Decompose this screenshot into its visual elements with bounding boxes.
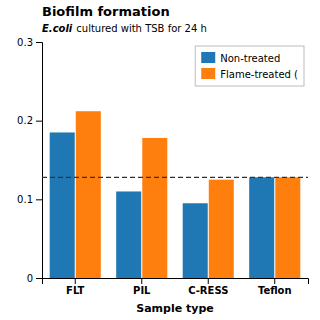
tick-mark — [36, 121, 42, 122]
bar — [76, 111, 101, 278]
tick-label: Teflon — [258, 285, 292, 296]
annotation-part: E.coli — [42, 23, 73, 34]
legend-swatch — [201, 52, 215, 63]
x-tick: PIL — [133, 278, 151, 296]
legend-frame — [195, 46, 304, 86]
tick-mark — [75, 278, 76, 284]
tick-label: 0.3 — [17, 37, 33, 48]
legend-item: Flame-treated ( — [201, 68, 298, 80]
annotation: E.colicultured with TSB for 24 h — [42, 23, 207, 34]
tick-label: 0.2 — [17, 115, 33, 126]
tick-mark — [36, 42, 42, 43]
bar — [249, 177, 274, 278]
axis-line — [36, 43, 43, 279]
tick-label: 0 — [27, 273, 33, 284]
x-tick: Teflon — [258, 278, 292, 296]
bar — [183, 203, 208, 278]
tick-mark — [141, 278, 142, 284]
tick-label: FLT — [66, 285, 85, 296]
series — [76, 111, 301, 278]
y-tick: 0.3 — [17, 37, 42, 48]
bar — [142, 138, 167, 278]
title: Biofilm formation — [42, 4, 170, 19]
y-tick: 0.1 — [17, 194, 42, 205]
y-tick: 0.2 — [17, 115, 42, 126]
x-axis: FLT PIL C-RESS Teflon — [43, 278, 309, 296]
x-tick: C-RESS — [188, 278, 228, 296]
x-axis-title: Sample type — [136, 302, 214, 315]
tick-label: PIL — [133, 285, 151, 296]
legend: Non-treated Flame-treated ( — [195, 46, 304, 86]
chart: Biofilm formation E.colicultured with TSB… — [0, 0, 320, 320]
tick-mark — [208, 278, 209, 284]
tick-mark — [36, 199, 42, 200]
bar — [116, 191, 141, 278]
marks — [42, 111, 308, 278]
tick-mark — [274, 278, 275, 284]
legend-label: Non-treated — [220, 53, 280, 64]
axis-line — [43, 279, 309, 285]
bar — [209, 180, 234, 278]
bar — [50, 132, 75, 278]
legend-label: Flame-treated ( — [220, 69, 298, 80]
y-tick: 0 — [27, 273, 42, 284]
annotation-part: cultured with TSB for 24 h — [76, 23, 207, 34]
x-tick: FLT — [66, 278, 85, 296]
reference-line — [42, 177, 308, 178]
legend-item: Non-treated — [201, 52, 280, 64]
tick-label: 0.1 — [17, 194, 33, 205]
tick-label: C-RESS — [188, 285, 228, 296]
bar — [275, 177, 300, 278]
y-axis: 0 0.1 0.2 0.3 — [17, 37, 42, 284]
legend-swatch — [201, 68, 215, 79]
plot: FLT PIL C-RESS Teflon 0 0.1 0.2 0.3 Non-treated F… — [17, 37, 308, 296]
tick-mark — [36, 278, 42, 279]
